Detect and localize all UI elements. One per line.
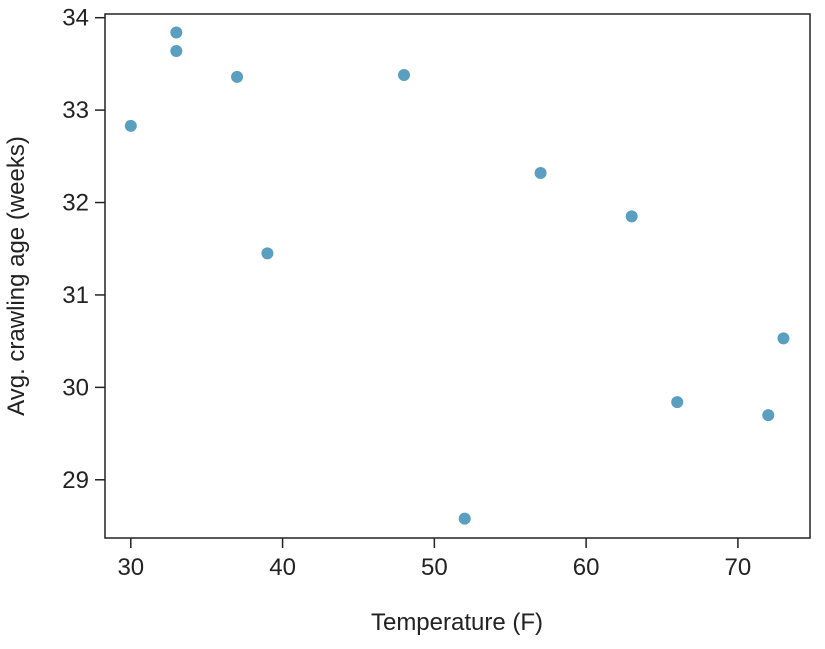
y-tick-label: 34 [62,5,89,32]
point [534,166,547,179]
y-tick-label: 32 [62,190,89,217]
point [397,68,410,81]
y-tick-label: 31 [62,282,89,309]
y-tick-label: 30 [62,374,89,401]
point [124,119,137,132]
y-tick-label: 33 [62,97,89,124]
plot-frame [104,13,811,539]
x-tick-label: 50 [421,554,448,581]
x-tick-label: 40 [269,554,296,581]
x-tick-label: 30 [117,554,144,581]
y-tick-label: 29 [62,467,89,494]
point [625,210,638,223]
point [170,26,183,39]
point [762,409,775,422]
point [170,44,183,57]
point [458,512,471,525]
point [671,396,684,409]
point [261,247,274,260]
point [231,70,244,83]
x-axis-label: Temperature (F) [371,609,543,636]
x-tick-label: 60 [573,554,600,581]
point [777,332,790,345]
y-axis-label: Avg. crawling age (weeks) [3,136,30,416]
x-tick-label: 70 [725,554,752,581]
